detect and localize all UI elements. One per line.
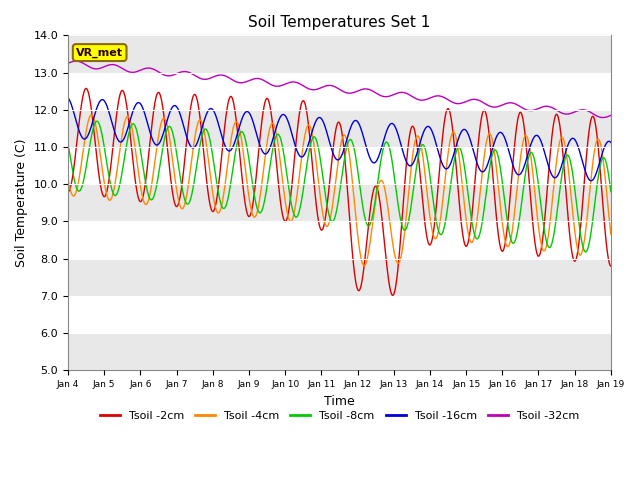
Tsoil -32cm	[72, 58, 80, 64]
Tsoil -16cm	[373, 157, 381, 163]
Tsoil -32cm	[64, 60, 72, 66]
Tsoil -4cm	[306, 123, 314, 129]
Tsoil -16cm	[64, 95, 72, 101]
Line: Tsoil -32cm: Tsoil -32cm	[68, 61, 611, 118]
Legend: Tsoil -2cm, Tsoil -4cm, Tsoil -8cm, Tsoil -16cm, Tsoil -32cm: Tsoil -2cm, Tsoil -4cm, Tsoil -8cm, Tsoi…	[95, 406, 584, 425]
Tsoil -4cm	[88, 112, 95, 118]
Tsoil -16cm	[587, 178, 595, 184]
Tsoil -2cm	[607, 264, 614, 269]
Tsoil -8cm	[607, 189, 614, 194]
Tsoil -32cm	[295, 81, 303, 86]
Tsoil -16cm	[607, 140, 614, 145]
Tsoil -2cm	[316, 224, 324, 229]
Tsoil -8cm	[64, 141, 72, 146]
Tsoil -16cm	[316, 115, 323, 120]
Tsoil -16cm	[294, 151, 302, 156]
Tsoil -8cm	[374, 182, 381, 188]
Tsoil -2cm	[106, 167, 114, 172]
Bar	[68, 259, 611, 296]
Tsoil -32cm	[106, 62, 114, 68]
Tsoil -4cm	[64, 176, 72, 181]
Tsoil -8cm	[582, 249, 589, 255]
Tsoil -4cm	[360, 263, 368, 268]
Tsoil -8cm	[106, 180, 114, 186]
Tsoil -8cm	[306, 144, 314, 150]
Tsoil -16cm	[306, 137, 314, 143]
Tsoil -32cm	[316, 85, 324, 91]
Tsoil -4cm	[295, 179, 303, 184]
Tsoil -32cm	[607, 112, 614, 118]
Tsoil -4cm	[129, 128, 136, 133]
Tsoil -2cm	[389, 292, 397, 298]
Tsoil -32cm	[374, 91, 381, 96]
Tsoil -4cm	[607, 231, 614, 237]
Tsoil -8cm	[129, 121, 136, 127]
Tsoil -2cm	[129, 154, 136, 159]
Text: VR_met: VR_met	[76, 48, 123, 58]
Tsoil -32cm	[129, 70, 136, 75]
Tsoil -2cm	[64, 189, 72, 194]
Bar	[68, 333, 611, 371]
Tsoil -4cm	[106, 197, 114, 203]
Bar	[68, 36, 611, 72]
Tsoil -32cm	[306, 86, 314, 92]
Tsoil -32cm	[599, 115, 607, 120]
Tsoil -16cm	[106, 113, 114, 119]
Tsoil -4cm	[316, 189, 324, 195]
Tsoil -8cm	[295, 210, 303, 216]
Line: Tsoil -8cm: Tsoil -8cm	[68, 121, 611, 252]
Tsoil -16cm	[128, 111, 136, 117]
Tsoil -2cm	[374, 186, 381, 192]
Tsoil -2cm	[306, 136, 314, 142]
Line: Tsoil -16cm: Tsoil -16cm	[68, 98, 611, 181]
Line: Tsoil -2cm: Tsoil -2cm	[68, 88, 611, 295]
Line: Tsoil -4cm: Tsoil -4cm	[68, 115, 611, 265]
Bar	[68, 110, 611, 147]
Tsoil -8cm	[316, 153, 324, 158]
Title: Soil Temperatures Set 1: Soil Temperatures Set 1	[248, 15, 431, 30]
Bar	[68, 184, 611, 221]
Y-axis label: Soil Temperature (C): Soil Temperature (C)	[15, 139, 28, 267]
Tsoil -4cm	[374, 186, 381, 192]
X-axis label: Time: Time	[324, 395, 355, 408]
Tsoil -2cm	[83, 85, 90, 91]
Tsoil -8cm	[93, 118, 101, 124]
Tsoil -2cm	[295, 116, 303, 121]
